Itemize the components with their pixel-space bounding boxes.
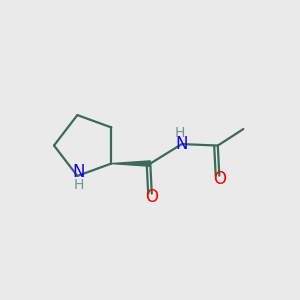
Text: H: H (174, 126, 184, 140)
Text: O: O (145, 188, 158, 206)
Text: N: N (176, 135, 188, 153)
Text: H: H (74, 178, 84, 192)
Text: N: N (73, 163, 85, 181)
Polygon shape (111, 161, 150, 166)
Text: O: O (213, 170, 226, 188)
